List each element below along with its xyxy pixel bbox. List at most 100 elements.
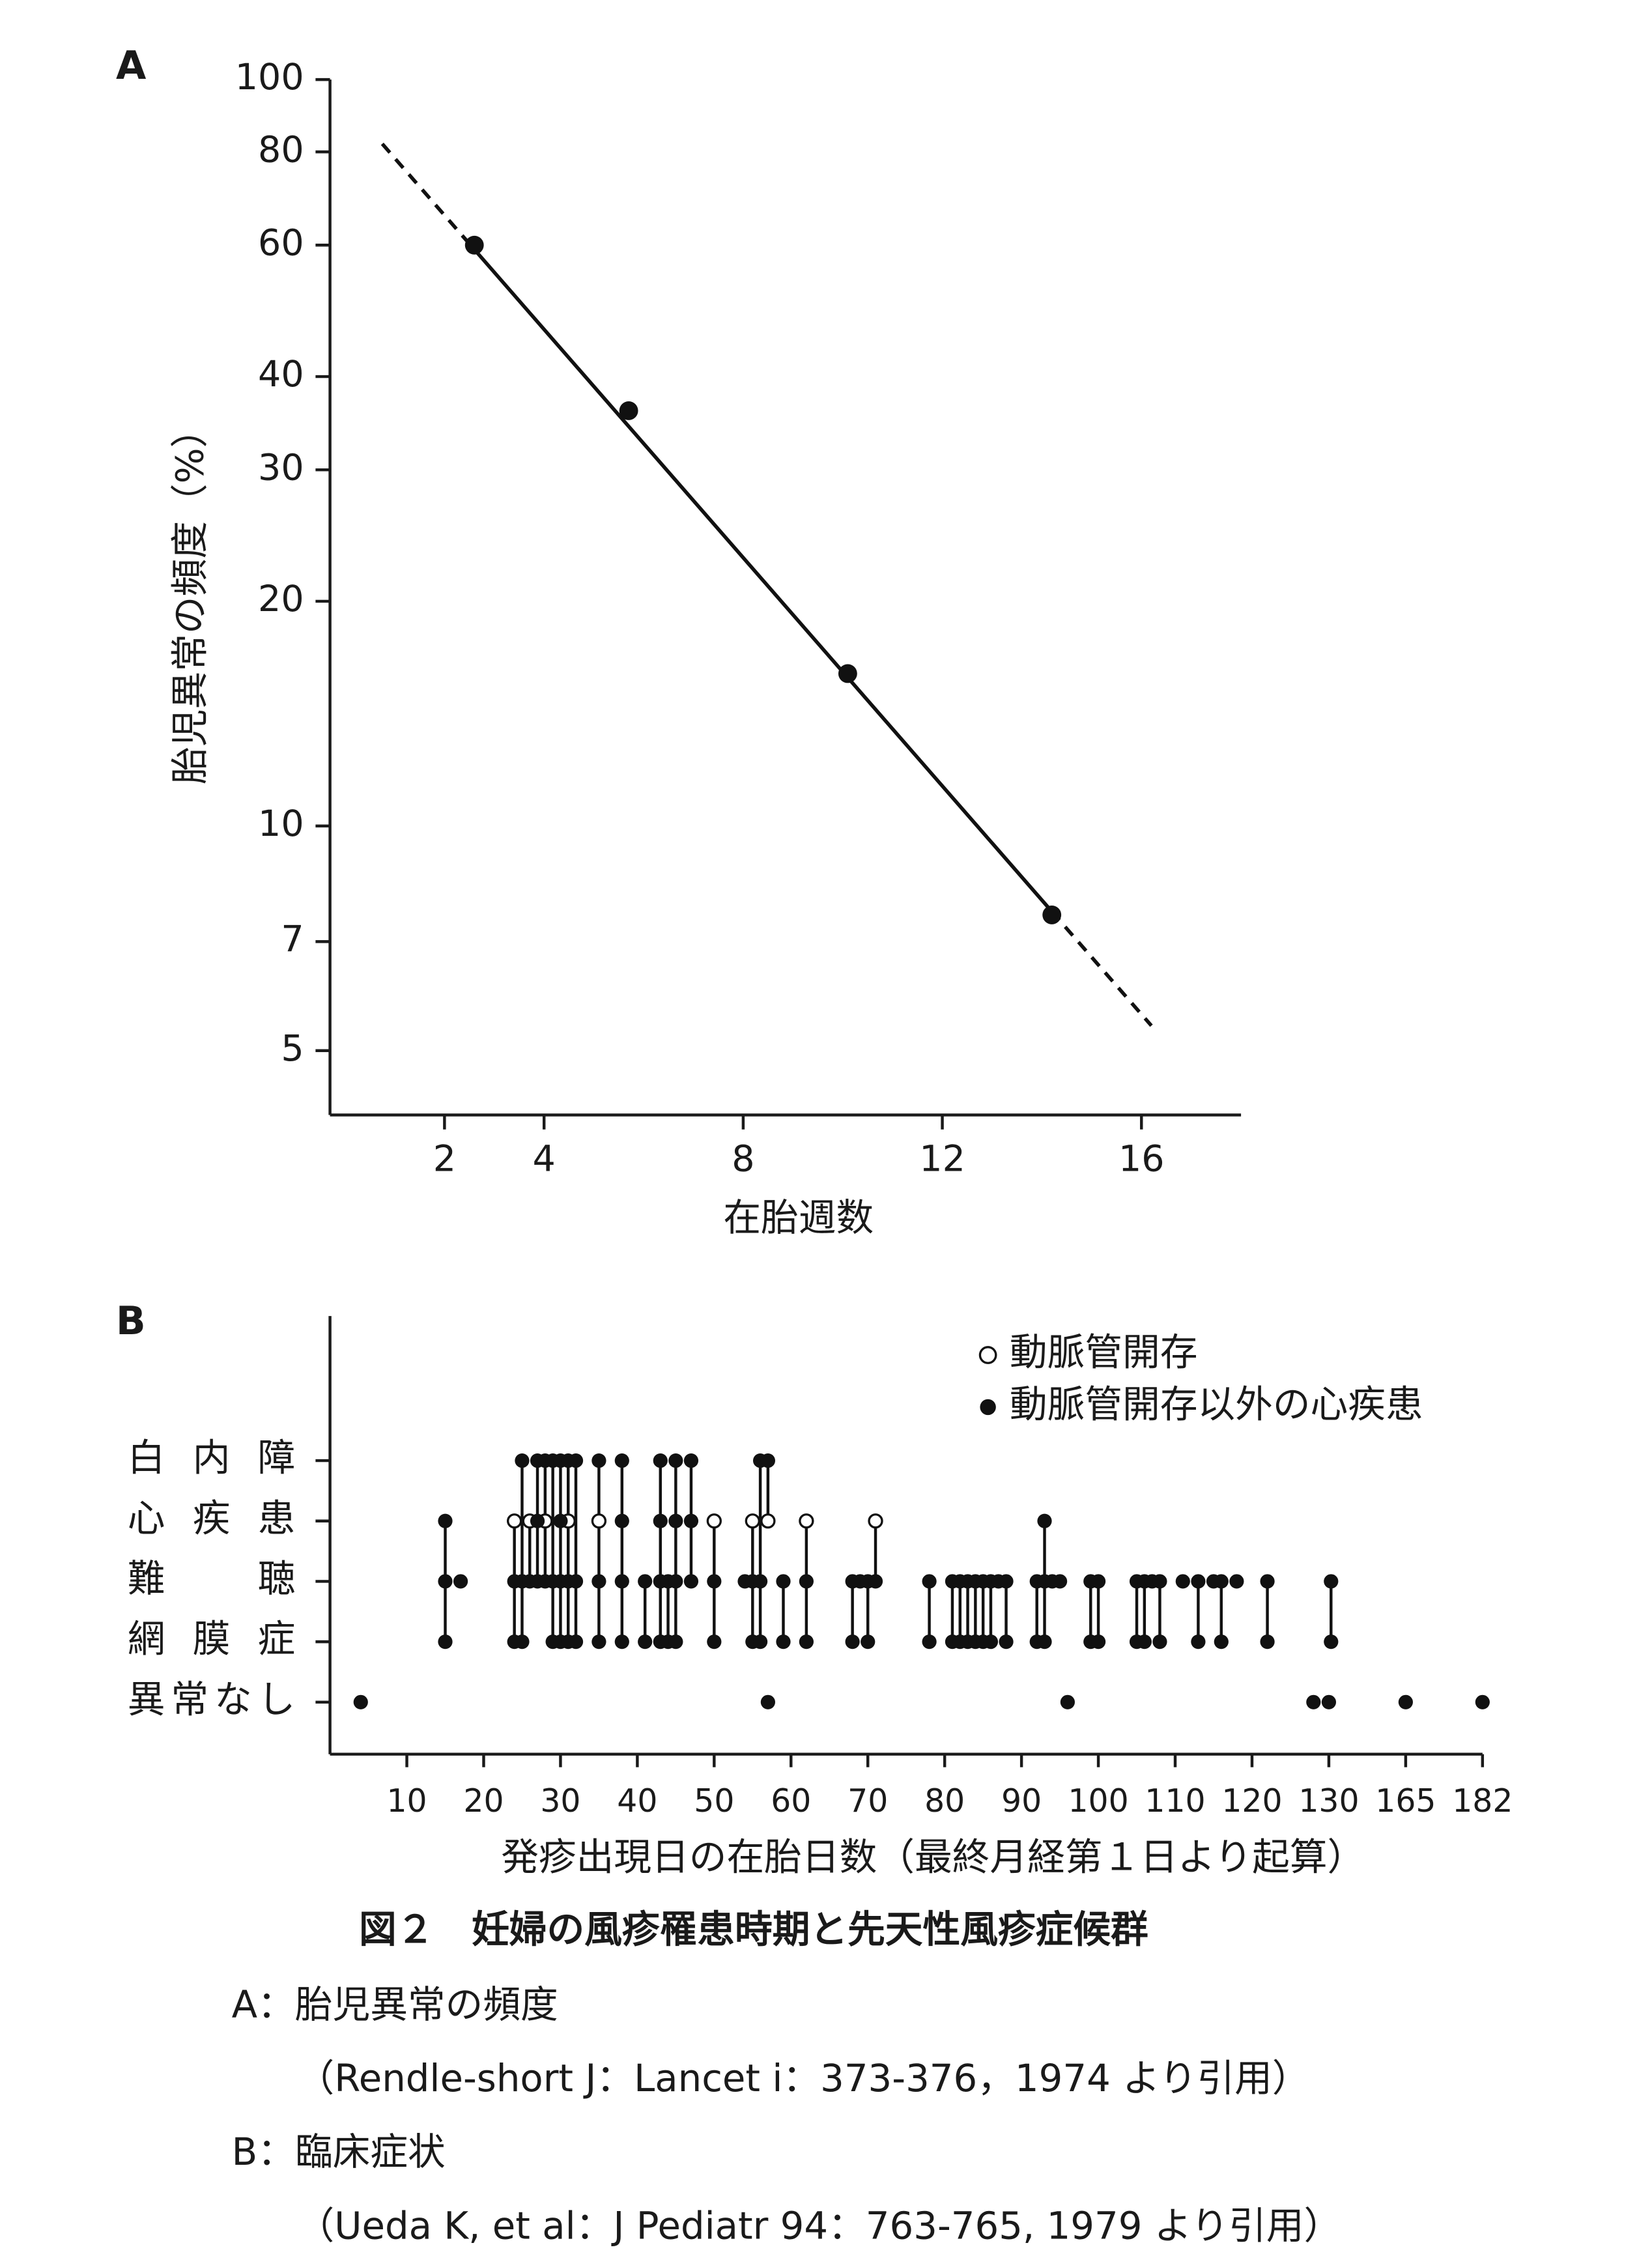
y-tick-label: 10 (258, 803, 304, 845)
x-tick-label: 50 (694, 1782, 734, 1820)
data-point (1191, 1635, 1206, 1649)
x-tick-label: 90 (1001, 1782, 1042, 1820)
data-point (845, 1635, 860, 1649)
row-label: 網 膜 症 (128, 1617, 296, 1661)
y-tick-label: 5 (281, 1027, 304, 1070)
caption-line: （Rendle-short J：Lancet i：373-376，1974 より… (297, 2056, 1310, 2100)
y-tick-label: 100 (235, 56, 304, 98)
data-point (999, 1574, 1014, 1589)
data-point (760, 1453, 775, 1468)
fit-line-extrapolated (1050, 910, 1153, 1027)
data-point (1037, 1513, 1052, 1528)
data-point (668, 1513, 683, 1528)
data-point (353, 1694, 368, 1709)
data-point (1152, 1574, 1167, 1589)
data-point (1260, 1635, 1275, 1649)
x-tick-label: 4 (533, 1138, 556, 1180)
data-point (591, 1453, 606, 1468)
data-point (760, 1513, 776, 1529)
data-point (1229, 1574, 1244, 1589)
x-tick-label: 20 (463, 1782, 504, 1820)
data-point (1137, 1635, 1152, 1649)
data-point (1053, 1574, 1068, 1589)
data-point (568, 1453, 584, 1468)
data-point (922, 1574, 937, 1589)
data-point (861, 1635, 876, 1649)
data-point (1398, 1694, 1413, 1709)
x-tick-label: 100 (1068, 1782, 1128, 1820)
x-tick-label: 130 (1298, 1782, 1359, 1820)
data-point (638, 1574, 653, 1589)
data-point (1306, 1694, 1321, 1709)
data-point (1090, 1635, 1106, 1649)
caption-title: 図２ 妊婦の風疹罹患時期と先天性風疹症候群 (359, 1907, 1148, 1951)
data-point (753, 1574, 768, 1589)
x-axis-title: 在胎週数 (723, 1195, 874, 1240)
data-point (653, 1513, 668, 1528)
data-point (1152, 1635, 1167, 1649)
row-label: 白 内 障 (128, 1436, 296, 1480)
data-point (438, 1635, 453, 1649)
caption-line: B：臨床症状 (232, 2130, 446, 2174)
x-tick-label: 60 (771, 1782, 811, 1820)
row-label: 異常なし (128, 1677, 296, 1721)
x-tick-label: 110 (1145, 1782, 1205, 1820)
data-point (1324, 1574, 1339, 1589)
data-point (999, 1635, 1014, 1649)
data-point (568, 1635, 584, 1649)
legend-marker (978, 1346, 997, 1364)
data-point (591, 1574, 606, 1589)
data-point (614, 1453, 629, 1468)
caption-line: A：胎児異常の頻度 (232, 1982, 558, 2027)
data-point (776, 1635, 791, 1649)
data-point (799, 1513, 814, 1529)
data-point (568, 1574, 584, 1589)
data-point (515, 1453, 530, 1468)
data-point (707, 1574, 722, 1589)
data-point (683, 1453, 699, 1468)
x-tick-label: 10 (386, 1782, 427, 1820)
data-point (683, 1513, 699, 1528)
data-point (1042, 905, 1062, 924)
data-point (868, 1513, 883, 1529)
panel-label: B (116, 1298, 146, 1344)
y-tick-label: 60 (258, 221, 304, 264)
y-tick-label: 20 (258, 578, 304, 620)
x-tick-label: 8 (732, 1138, 754, 1180)
data-point (760, 1694, 775, 1709)
legend-marker (980, 1399, 996, 1416)
x-tick-label: 16 (1118, 1138, 1165, 1180)
legend-label: 動脈管開存 (1010, 1330, 1198, 1375)
y-tick-label: 7 (281, 918, 304, 960)
y-tick-label: 40 (258, 353, 304, 395)
x-tick-label: 2 (433, 1138, 456, 1180)
row-label: 難 聴 (128, 1556, 296, 1601)
x-tick-label: 12 (919, 1138, 965, 1180)
data-point (453, 1574, 468, 1589)
fit-line (473, 248, 1053, 913)
data-point (515, 1635, 530, 1649)
y-axis-title: 胎児異常の頻度（%） (167, 410, 212, 784)
data-point (653, 1453, 668, 1468)
x-tick-label: 165 (1375, 1782, 1436, 1820)
data-point (707, 1635, 722, 1649)
data-point (1175, 1574, 1190, 1589)
data-point (668, 1574, 683, 1589)
data-point (1090, 1574, 1106, 1589)
data-point (614, 1635, 629, 1649)
data-point (638, 1635, 653, 1649)
y-tick-label: 30 (258, 446, 304, 489)
data-point (799, 1635, 814, 1649)
y-tick-label: 80 (258, 128, 304, 171)
data-point (1037, 1635, 1052, 1649)
data-point (1214, 1574, 1229, 1589)
data-point (530, 1513, 545, 1528)
x-tick-label: 120 (1221, 1782, 1282, 1820)
x-tick-label: 80 (924, 1782, 965, 1820)
data-point (745, 1513, 760, 1529)
data-point (591, 1513, 607, 1529)
x-tick-label: 70 (847, 1782, 888, 1820)
data-point (1060, 1694, 1075, 1709)
caption-line: （Ueda K, et al：J Pediatr 94：763-765, 197… (297, 2203, 1342, 2248)
data-point (438, 1574, 453, 1589)
